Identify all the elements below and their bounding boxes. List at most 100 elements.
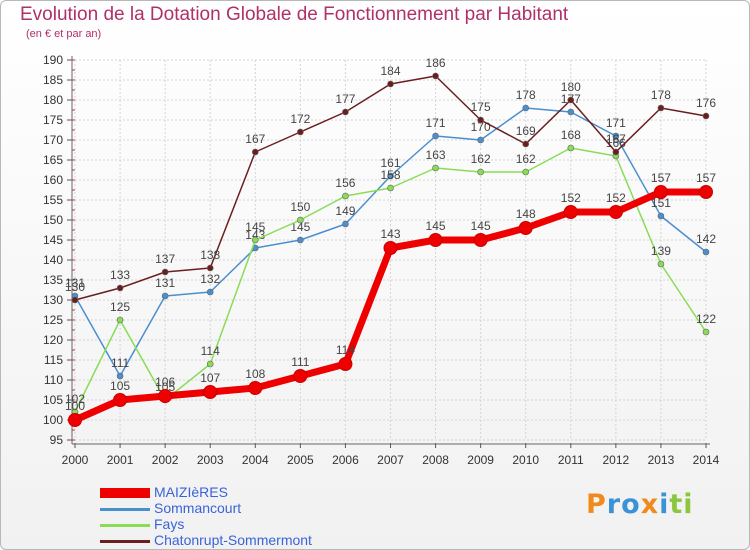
data-point-sommancourt xyxy=(657,212,665,220)
data-point-chatonrupt-sommermont xyxy=(657,104,665,112)
data-label-fays: 162 xyxy=(516,152,536,166)
x-tick-label: 2002 xyxy=(152,453,179,467)
data-label-maizi-res: 111 xyxy=(291,355,310,369)
y-tick-label: 95 xyxy=(50,433,64,447)
y-tick-label: 100 xyxy=(43,413,63,427)
data-label-fays: 139 xyxy=(651,244,671,258)
data-point-sommancourt xyxy=(161,292,169,300)
logo-letter: t xyxy=(669,489,684,520)
x-tick-label: 2012 xyxy=(603,453,630,467)
x-tick-label: 2000 xyxy=(62,453,89,467)
data-label-maizi-res: 108 xyxy=(245,367,265,381)
y-tick-label: 150 xyxy=(43,213,63,227)
data-point-chatonrupt-sommermont xyxy=(432,72,439,80)
data-point-maizi-res xyxy=(338,357,353,371)
y-tick-label: 145 xyxy=(43,233,63,247)
data-label-chatonrupt-sommermont: 167 xyxy=(606,132,626,146)
data-point-fays xyxy=(702,328,710,336)
data-point-maizi-res xyxy=(653,185,668,199)
data-label-chatonrupt-sommermont: 176 xyxy=(696,96,716,110)
x-tick-label: 2009 xyxy=(467,453,494,467)
chart-title: Evolution de la Dotation Globale de Fonc… xyxy=(20,4,569,25)
data-point-maizi-res xyxy=(608,205,623,219)
data-label-sommancourt: 131 xyxy=(155,276,175,290)
data-label-chatonrupt-sommermont: 172 xyxy=(290,112,310,126)
data-point-fays xyxy=(251,236,259,244)
y-tick-label: 160 xyxy=(43,173,63,187)
data-label-fays: 102 xyxy=(65,392,85,406)
data-label-chatonrupt-sommermont: 186 xyxy=(426,56,446,70)
x-tick-label: 2003 xyxy=(197,453,224,467)
data-point-sommancourt xyxy=(387,172,394,180)
y-tick-label: 130 xyxy=(43,293,63,307)
logo-letter: i xyxy=(659,489,670,520)
data-point-sommancourt xyxy=(702,248,710,256)
data-label-sommancourt: 145 xyxy=(290,220,310,234)
logo-letter: o xyxy=(621,489,641,520)
chart-subtitle: (en € et par an) xyxy=(26,28,102,40)
data-point-fays xyxy=(206,360,214,368)
x-tick-label: 2010 xyxy=(512,453,539,467)
y-tick-label: 155 xyxy=(43,193,63,207)
data-point-fays xyxy=(522,168,530,176)
data-label-fays: 125 xyxy=(110,300,130,314)
x-tick-label: 2005 xyxy=(287,453,314,467)
x-tick-label: 2011 xyxy=(558,453,584,467)
y-tick-label: 140 xyxy=(43,253,63,267)
data-point-chatonrupt-sommermont xyxy=(116,284,124,292)
data-label-sommancourt: 149 xyxy=(335,204,355,218)
data-label-sommancourt: 151 xyxy=(651,196,671,210)
data-point-sommancourt xyxy=(342,220,349,228)
x-tick-label: 2008 xyxy=(422,453,449,467)
y-tick-label: 105 xyxy=(43,393,63,407)
data-point-fays xyxy=(342,192,349,200)
data-label-sommancourt: 142 xyxy=(696,232,716,246)
data-point-fays xyxy=(432,164,439,172)
data-label-maizi-res: 152 xyxy=(606,191,626,205)
data-point-sommancourt xyxy=(432,132,439,140)
data-point-fays xyxy=(567,144,575,152)
data-point-maizi-res xyxy=(518,221,533,235)
legend-item: Fays xyxy=(100,516,360,533)
legend-label: Sommancourt xyxy=(154,500,242,516)
legend-item: Sommancourt xyxy=(100,500,360,517)
data-label-sommancourt: 171 xyxy=(606,116,626,130)
data-point-sommancourt xyxy=(297,236,304,244)
y-tick-label: 180 xyxy=(43,93,63,107)
data-point-fays xyxy=(477,168,484,176)
y-tick-label: 135 xyxy=(43,273,63,287)
data-point-maizi-res xyxy=(383,241,398,255)
data-point-sommancourt xyxy=(522,104,530,112)
data-label-maizi-res: 100 xyxy=(65,399,85,413)
data-label-maizi-res: 152 xyxy=(561,191,581,205)
legend-swatch xyxy=(100,507,150,511)
data-label-chatonrupt-sommermont: 175 xyxy=(471,100,491,114)
y-tick-label: 170 xyxy=(43,133,63,147)
data-label-fays: 105 xyxy=(155,380,175,394)
data-label-chatonrupt-sommermont: 177 xyxy=(335,92,355,106)
legend-item: Chatonrupt-Sommermont xyxy=(100,532,360,549)
data-label-sommancourt: 132 xyxy=(200,272,220,286)
data-label-maizi-res: 114 xyxy=(336,343,355,357)
data-label-chatonrupt-sommermont: 178 xyxy=(651,88,671,102)
data-point-fays xyxy=(657,260,665,268)
data-label-fays: 158 xyxy=(380,168,400,182)
data-label-maizi-res: 145 xyxy=(471,219,491,233)
legend-item: MAIZIèRES xyxy=(100,484,360,501)
data-label-chatonrupt-sommermont: 184 xyxy=(380,64,400,78)
x-tick-label: 2014 xyxy=(693,453,720,467)
data-point-maizi-res xyxy=(428,233,443,247)
logo-letter: x xyxy=(640,489,660,520)
data-label-chatonrupt-sommermont: 133 xyxy=(110,268,130,282)
data-label-fays: 114 xyxy=(201,344,220,358)
data-label-fays: 168 xyxy=(561,128,581,142)
data-point-fays xyxy=(116,316,124,324)
y-tick-label: 110 xyxy=(44,373,63,387)
data-point-maizi-res xyxy=(68,413,82,427)
y-tick-label: 115 xyxy=(44,353,63,367)
data-label-fays: 145 xyxy=(245,220,265,234)
data-point-chatonrupt-sommermont xyxy=(522,140,530,148)
data-point-fays xyxy=(387,184,394,192)
